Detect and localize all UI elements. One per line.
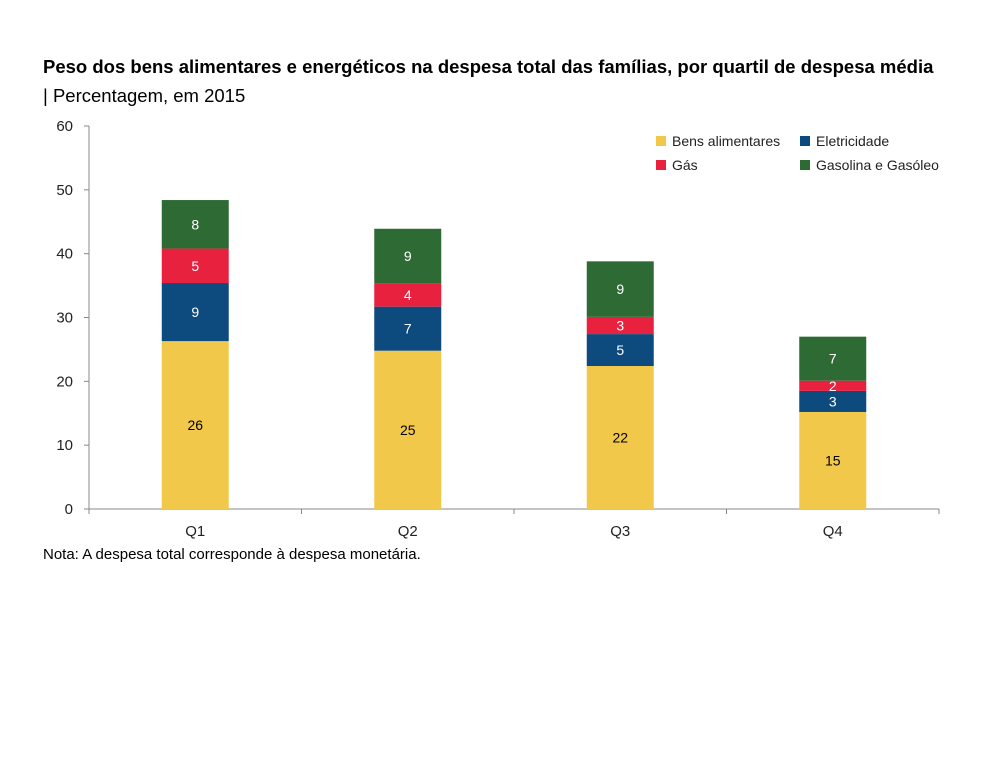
bar-stack-q2: 25 7 4 9 <box>374 228 442 509</box>
legend-item: Gás <box>656 157 698 173</box>
bar-segment <box>161 200 229 249</box>
bar-stack-q1: 26 9 5 8 <box>161 200 229 509</box>
data-label: 26 <box>187 417 203 433</box>
data-label: 4 <box>404 287 412 303</box>
chart-title-separator: | <box>43 85 48 106</box>
bar-segment <box>374 228 442 284</box>
data-label: 9 <box>404 248 412 264</box>
legend-item: Bens alimentares <box>656 133 780 149</box>
legend-swatch <box>656 136 666 146</box>
data-label: 15 <box>825 452 841 468</box>
bar-segment <box>374 350 442 509</box>
data-label: 3 <box>829 393 837 409</box>
bar-segment <box>586 366 654 509</box>
y-tick-label: 20 <box>56 373 73 390</box>
legend-swatch <box>800 160 810 170</box>
data-label: 3 <box>616 317 624 333</box>
data-label: 9 <box>616 281 624 297</box>
axes: 0 10 20 30 40 50 60 Q1 Q2 Q3 Q4 <box>56 118 940 540</box>
bar-segment <box>586 316 654 335</box>
data-label: 2 <box>829 378 837 394</box>
y-tick-label: 0 <box>65 501 73 518</box>
legend-label: Bens alimentares <box>672 133 780 149</box>
bar-segment <box>161 341 229 509</box>
data-label: 7 <box>829 351 837 367</box>
y-tick-label: 60 <box>56 118 73 135</box>
bar-segment <box>799 390 867 412</box>
legend-label: Gás <box>672 157 698 173</box>
data-label: 7 <box>404 321 412 337</box>
data-label: 22 <box>612 430 628 446</box>
data-label: 5 <box>191 258 199 274</box>
bar-segment <box>586 261 654 317</box>
legend: Bens alimentares Eletricidade Gás Gasolina … <box>656 133 939 173</box>
x-tick-label: Q3 <box>610 523 630 540</box>
legend-swatch <box>800 136 810 146</box>
chart-title-main: Peso dos bens alimentares e energéticos … <box>43 56 934 77</box>
x-tick-label: Q4 <box>823 523 843 540</box>
x-tick-label: Q2 <box>398 523 418 540</box>
chart-title: Peso dos bens alimentares e energéticos … <box>43 52 943 110</box>
y-tick-label: 50 <box>56 182 73 199</box>
legend-swatch <box>656 160 666 170</box>
y-tick-label: 40 <box>56 246 73 263</box>
y-tick-label: 30 <box>56 310 73 327</box>
legend-label: Eletricidade <box>816 133 889 149</box>
bar-segment <box>799 336 867 381</box>
data-label: 8 <box>191 216 199 232</box>
data-label: 5 <box>616 342 624 358</box>
bar-segment <box>374 306 442 351</box>
data-label: 25 <box>400 422 416 438</box>
y-tick-label: 10 <box>56 437 73 454</box>
x-tick-label: Q1 <box>185 523 205 540</box>
bar-segment <box>161 248 229 284</box>
bar-segment <box>374 283 442 307</box>
bar-segment <box>799 380 867 391</box>
bar-stack-q3: 22 5 3 9 <box>586 261 654 509</box>
chart-subtitle: Percentagem, em 2015 <box>52 85 246 106</box>
footnote: Nota: A despesa total corresponde à desp… <box>43 546 421 563</box>
bar-stack-q4: 15 32 7 <box>799 336 867 509</box>
legend-item: Eletricidade <box>800 133 889 149</box>
legend-label: Gasolina e Gasóleo <box>816 157 939 173</box>
bar-segment <box>799 411 867 509</box>
data-label: 9 <box>191 304 199 320</box>
legend-item: Gasolina e Gasóleo <box>800 157 939 173</box>
bar-segment <box>161 283 229 342</box>
bar-segment <box>586 334 654 367</box>
